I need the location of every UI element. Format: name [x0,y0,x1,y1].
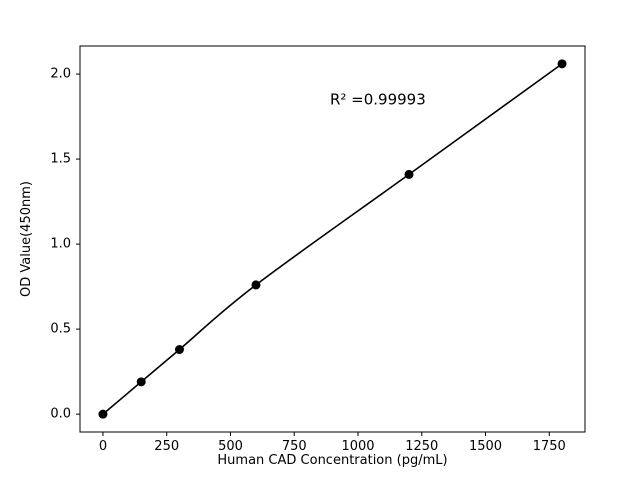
data-point [174,345,184,355]
plot-area [80,46,585,432]
x-tick-label: 1500 [469,439,502,454]
x-tick-label: 1750 [533,439,566,454]
data-point [251,280,261,290]
x-tick-label: 1000 [341,439,374,454]
data-point [136,377,146,387]
x-tick-label: 0 [99,439,107,454]
x-tick-label: 250 [154,439,179,454]
plot-border [79,45,586,433]
r-squared-annotation: R² =0.99993 [330,91,426,109]
y-tick-label: 0.0 [50,407,71,422]
y-tick-label: 1.0 [50,237,71,252]
data-point [98,409,108,419]
x-axis-label: Human CAD Concentration (pg/mL) [217,453,447,468]
y-axis-ticks: 0.0 0.5 1.0 1.5 2.0 [50,67,80,422]
y-tick-label: 1.5 [50,152,71,167]
y-tick-label: 2.0 [50,67,71,82]
data-point [557,59,567,69]
data-points [98,59,567,419]
y-tick-label: 0.5 [50,322,71,337]
y-axis-label: OD Value(450nm) [19,181,34,297]
x-tick-label: 500 [218,439,243,454]
x-tick-label: 750 [282,439,307,454]
data-point [404,169,414,179]
x-tick-label: 1250 [405,439,438,454]
x-axis-ticks: 0 250 500 750 1000 1250 1500 1750 [99,432,566,454]
